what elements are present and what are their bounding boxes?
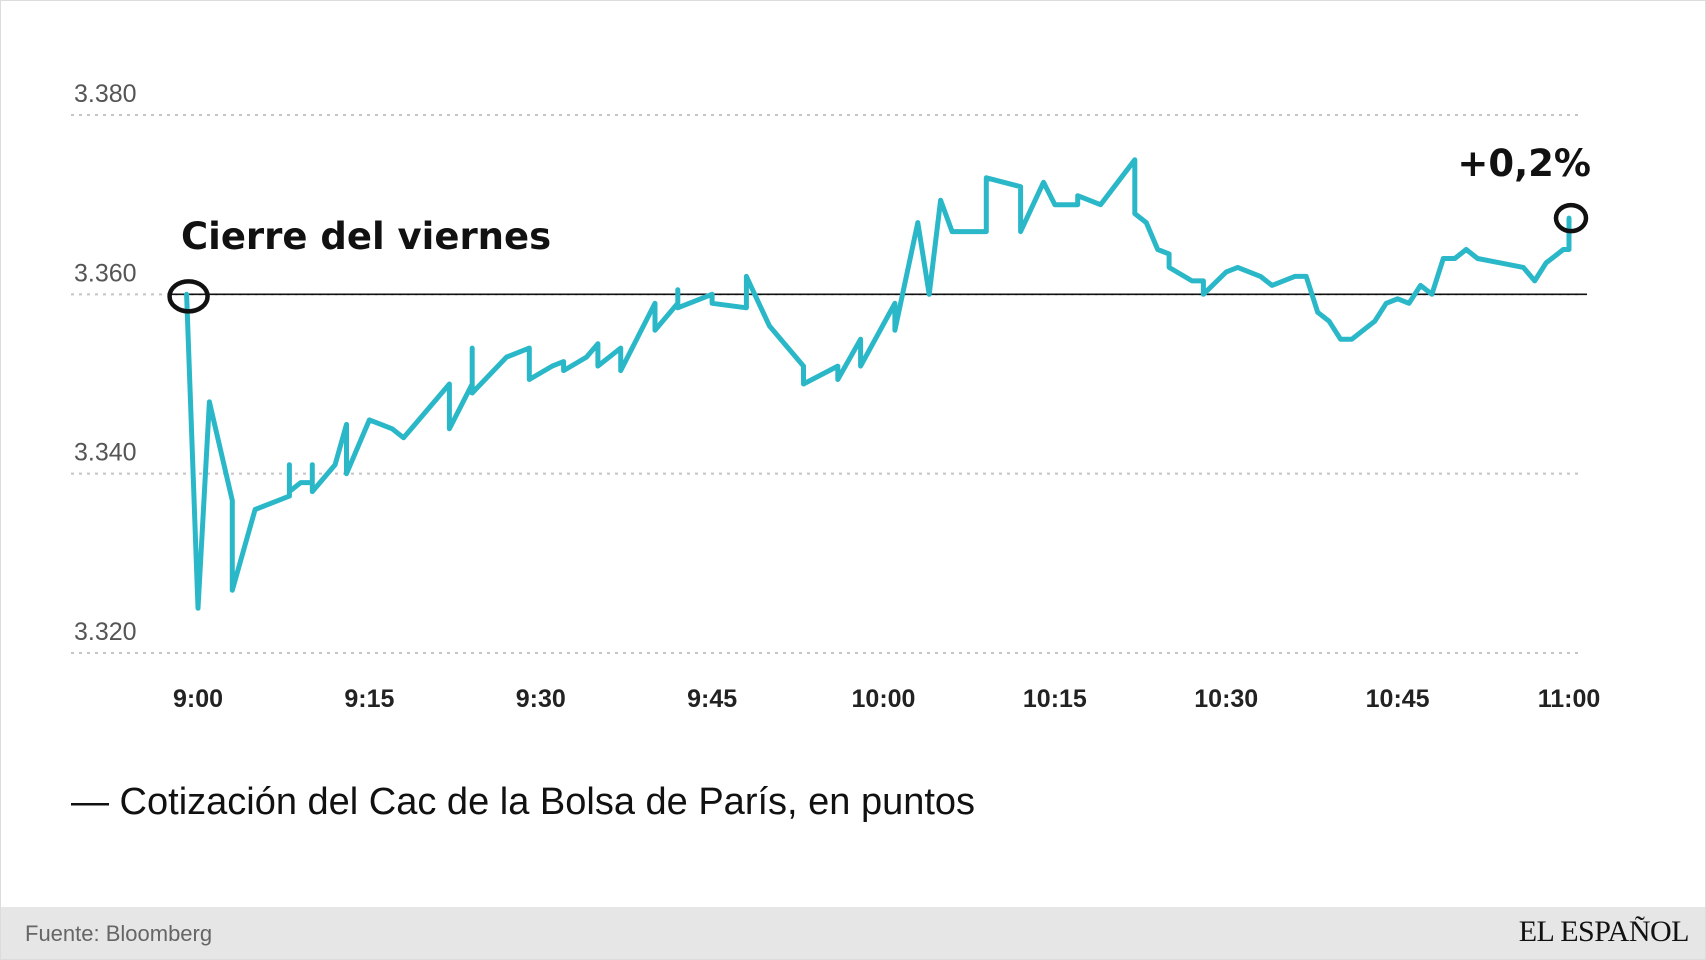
series-line — [184, 157, 1572, 611]
x-tick-label: 9:45 — [687, 685, 737, 713]
y-tick-label: 3.340 — [74, 439, 137, 467]
end-marker — [1553, 202, 1589, 234]
x-tick-label: 11:00 — [1538, 685, 1601, 713]
start-marker — [167, 279, 210, 314]
x-tick-label: 9:30 — [516, 685, 566, 713]
footer-bar: Fuente: Bloomberg EL ESPAÑOL — [1, 907, 1705, 959]
x-tick-label: 10:45 — [1366, 685, 1430, 713]
y-tick-label: 3.360 — [74, 259, 137, 287]
legend-label: — Cotización del Cac de la Bolsa de Parí… — [71, 781, 976, 823]
source-credit: Fuente: Bloomberg — [25, 921, 213, 946]
x-tick-label: 9:00 — [173, 685, 223, 713]
y-tick-label: 3.320 — [74, 618, 137, 646]
x-tick-label: 10:30 — [1194, 685, 1258, 713]
reference-annotation: Cierre del viernes — [181, 215, 551, 258]
x-tick-label: 10:00 — [852, 685, 916, 713]
line-chart: 3.380 3.360 3.340 3.320 9:00 9:15 9:30 9:45 10:… — [71, 80, 1601, 713]
x-tick-label: 9:15 — [344, 685, 394, 713]
y-tick-label: 3.380 — [74, 80, 137, 108]
x-tick-label: 10:15 — [1023, 685, 1087, 713]
brand-logo: EL ESPAÑOL — [1518, 915, 1690, 948]
change-annotation: +0,2% — [1457, 142, 1591, 185]
